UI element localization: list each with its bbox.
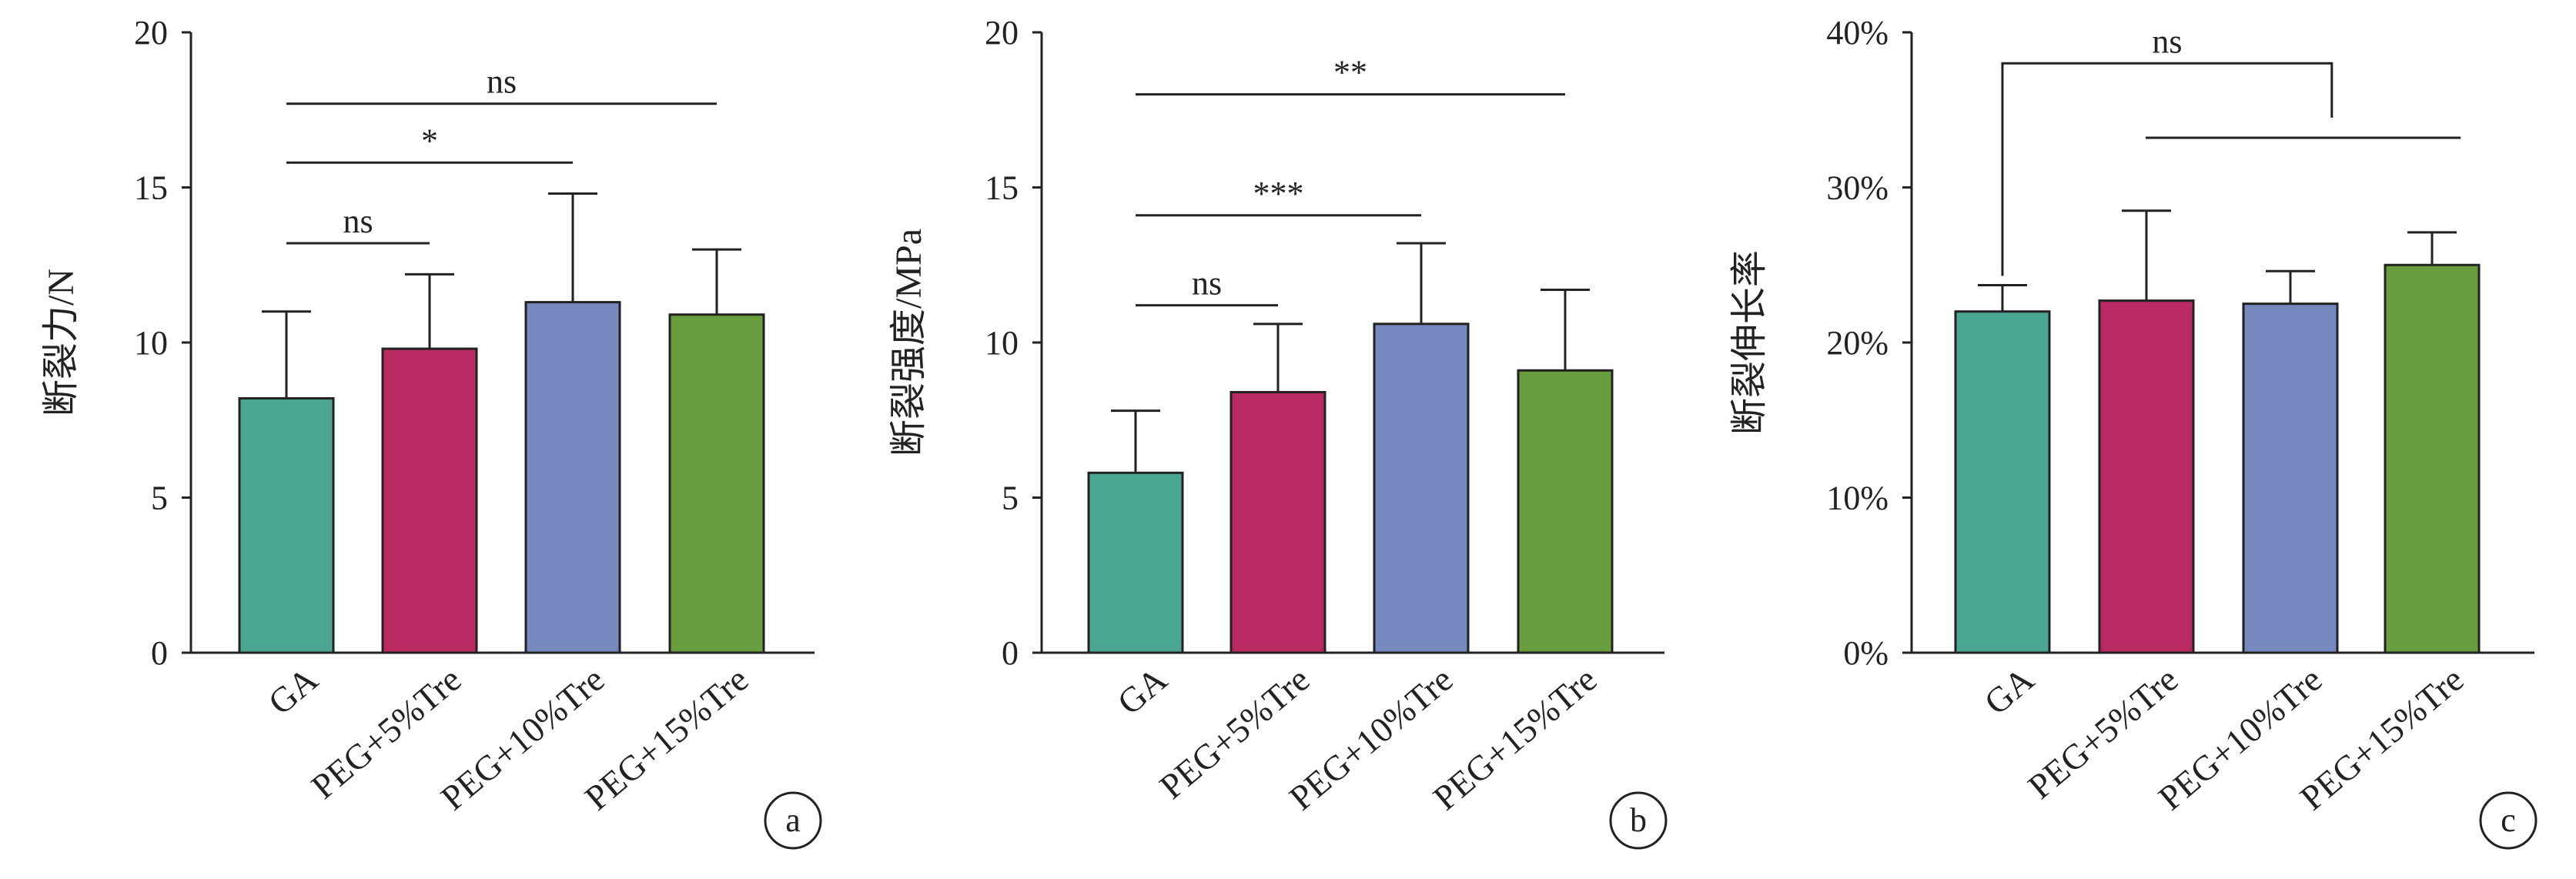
significance-label: ns — [343, 202, 373, 240]
panel-badge-label: a — [785, 801, 801, 839]
panel-badge-circle — [2479, 791, 2538, 850]
significance-bracket — [2001, 62, 2333, 276]
chart-panel-c: 0%10%20%30%40%断裂伸长率GAPEG+5%TrePEG+10%Tre… — [1729, 14, 2538, 850]
significance-label: ns — [1192, 265, 1222, 302]
bar-peg-5-tre — [2098, 299, 2195, 654]
significance-label: ns — [487, 63, 517, 101]
panel-badge-circle — [1609, 791, 1668, 850]
x-tick-label: GA — [1977, 660, 2042, 723]
y-axis-label: 断裂伸长率 — [1729, 250, 1770, 435]
y-tick-label: 0 — [151, 634, 168, 672]
y-tick-label: 5 — [1002, 480, 1019, 517]
bar-ga — [238, 397, 335, 654]
y-tick-label: 20 — [134, 14, 168, 52]
panel-badge-circle — [764, 791, 822, 850]
y-tick-label: 0 — [1002, 634, 1019, 672]
significance-label: ns — [2152, 22, 2182, 60]
bar-peg-10-tre — [524, 301, 621, 654]
significance-label: ** — [1333, 54, 1367, 92]
y-tick-label: 10 — [134, 324, 168, 362]
y-axis-label: 断裂强度/MPa — [888, 229, 929, 456]
bar-ga — [1954, 310, 2051, 654]
bar-peg-5-tre — [381, 347, 478, 654]
y-tick-label: 0% — [1843, 634, 1889, 672]
bar-peg-15-tre — [668, 313, 765, 654]
chart-panel-b: 05101520断裂强度/MPaGAPEG+5%TrePEG+10%TrePEG… — [888, 14, 1668, 850]
bar-peg-10-tre — [1373, 323, 1470, 654]
bar-peg-10-tre — [2242, 302, 2339, 654]
significance-label: *** — [1253, 175, 1304, 212]
y-tick-label: 15 — [134, 169, 168, 207]
y-tick-label: 30% — [1826, 169, 1889, 207]
significance-label: * — [421, 122, 438, 159]
x-tick-label: GA — [1110, 660, 1175, 723]
chart-panel-a: 05101520断裂力/NGAPEG+5%TrePEG+10%TrePEG+15… — [41, 14, 822, 850]
y-tick-label: 5 — [151, 480, 168, 517]
y-tick-label: 40% — [1826, 14, 1889, 52]
bar-ga — [1087, 471, 1184, 654]
panel-badge-label: c — [2501, 801, 2516, 839]
bar-peg-15-tre — [2384, 263, 2481, 654]
bar-peg-15-tre — [1517, 369, 1614, 654]
panel-badge-label: b — [1630, 801, 1647, 839]
y-tick-label: 15 — [985, 169, 1019, 207]
y-tick-label: 10% — [1826, 480, 1889, 517]
y-tick-label: 10 — [985, 324, 1019, 362]
x-tick-label: GA — [261, 660, 326, 723]
y-axis-label: 断裂力/N — [41, 269, 82, 416]
bar-peg-5-tre — [1229, 390, 1326, 654]
y-tick-label: 20 — [985, 14, 1019, 52]
y-tick-label: 20% — [1826, 324, 1889, 362]
